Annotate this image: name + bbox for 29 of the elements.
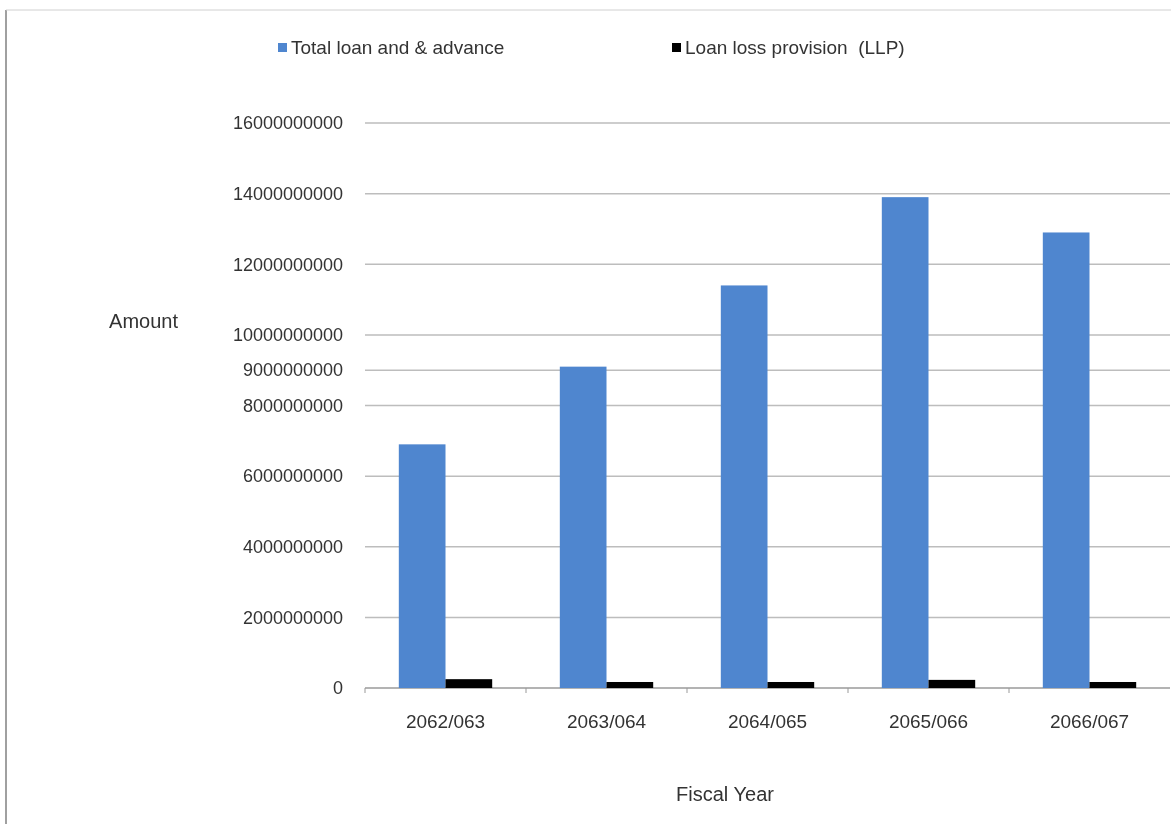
y-tick-label: 16000000000 bbox=[232, 113, 343, 134]
bar bbox=[767, 682, 815, 688]
y-tick-label: 2000000000 bbox=[242, 607, 343, 628]
x-axis-title: Fiscal Year bbox=[676, 783, 775, 805]
bar bbox=[445, 679, 493, 688]
bar bbox=[720, 285, 768, 688]
bar bbox=[1042, 232, 1090, 688]
y-tick-label: 9000000000 bbox=[242, 360, 343, 381]
x-tick-label: 2062/063 bbox=[405, 711, 486, 732]
y-axis-title: Amount bbox=[109, 310, 179, 332]
y-tick-label: 6000000000 bbox=[242, 466, 343, 487]
bar bbox=[559, 366, 607, 688]
x-tick-label: 2066/067 bbox=[1049, 711, 1130, 732]
bar bbox=[881, 197, 929, 688]
x-tick-label: 2064/065 bbox=[727, 711, 808, 732]
y-tick-label: 0 bbox=[332, 678, 343, 699]
y-tick-label: 4000000000 bbox=[242, 537, 343, 558]
bar bbox=[398, 444, 446, 688]
y-tick-label: 12000000000 bbox=[232, 254, 343, 275]
bar bbox=[1089, 682, 1137, 688]
y-tick-label: 14000000000 bbox=[232, 183, 343, 204]
y-tick-label: 8000000000 bbox=[242, 395, 343, 416]
legend-label: Total loan and & advance bbox=[291, 37, 505, 58]
y-tick-label: 10000000000 bbox=[232, 325, 343, 346]
x-tick-label: 2063/064 bbox=[566, 711, 647, 732]
legend-label: Loan loss provision (LLP) bbox=[685, 37, 905, 58]
bar bbox=[606, 682, 654, 688]
bar bbox=[928, 679, 976, 688]
x-tick-label: 2065/066 bbox=[888, 711, 969, 732]
